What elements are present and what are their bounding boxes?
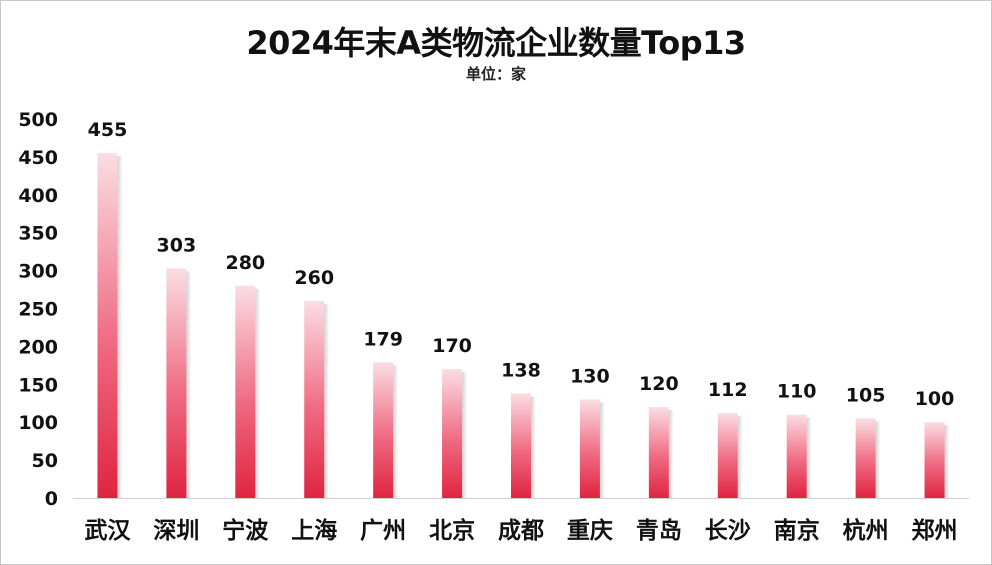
x-tick-label: 郑州 [912, 518, 958, 544]
bar [786, 414, 807, 498]
data-label: 105 [846, 384, 886, 406]
bar-shadow [255, 288, 261, 498]
bar-shadow [531, 396, 536, 498]
data-label: 455 [88, 119, 128, 141]
data-label: 179 [363, 328, 403, 350]
x-tick-label: 武汉 [84, 518, 131, 544]
x-tick-label: 北京 [429, 517, 475, 544]
y-tick-label: 0 [45, 488, 58, 510]
bar [511, 393, 531, 498]
x-tick-label: 广州 [360, 517, 406, 544]
x-tick-label: 上海 [291, 517, 337, 544]
data-label: 260 [294, 267, 334, 289]
data-label: 303 [157, 234, 197, 256]
bar [166, 268, 187, 498]
x-tick-label: 长沙 [705, 518, 751, 544]
bar-shadow [393, 365, 399, 498]
bar-shadow [668, 410, 674, 498]
x-tick-label: 深圳 [153, 518, 199, 544]
bar-shadow [117, 156, 123, 499]
y-tick-label: 150 [18, 374, 58, 396]
y-tick-label: 200 [18, 336, 58, 358]
x-axis-labels: 武汉 深圳 宁波 上海 广州 北京 成都 重庆 青岛 长沙 南京 杭州 郑州 [84, 517, 957, 544]
bar-shadow [944, 425, 950, 498]
data-label: 130 [570, 365, 610, 387]
y-axis: 0 50 100 150 200 250 300 350 400 450 500 [18, 109, 58, 510]
data-label: 280 [225, 252, 265, 274]
bar [579, 399, 600, 498]
chart-subtitle: 单位：家 [465, 65, 526, 83]
bar-shadow [599, 402, 605, 498]
bars: 455 303 280 260 179 170 138 130 120 112 110 105 100 [88, 119, 955, 499]
bar [855, 418, 876, 498]
x-tick-label: 成都 [498, 518, 544, 544]
y-tick-label: 250 [18, 299, 58, 321]
y-tick-label: 400 [18, 185, 58, 207]
y-tick-label: 50 [32, 450, 58, 472]
x-tick-label: 杭州 [843, 517, 889, 544]
x-tick-label: 南京 [774, 517, 820, 544]
y-tick-label: 300 [18, 261, 58, 283]
bar-shadow [324, 303, 330, 498]
bar [442, 369, 463, 498]
x-tick-label: 青岛 [636, 517, 682, 544]
y-tick-label: 500 [18, 109, 58, 131]
data-label: 112 [708, 379, 748, 401]
bar [373, 362, 394, 498]
bar [924, 422, 945, 498]
x-tick-label: 重庆 [567, 517, 613, 544]
x-tick-label: 宁波 [222, 517, 269, 544]
bar-shadow [186, 271, 192, 498]
chart-title: 2024年末A类物流企业数量Top13 [246, 24, 746, 62]
bar [235, 285, 256, 498]
data-label: 170 [432, 335, 472, 357]
data-label: 138 [501, 359, 541, 381]
y-tick-label: 450 [18, 147, 58, 169]
bar [717, 413, 738, 498]
bar [97, 153, 118, 499]
bar [304, 300, 325, 498]
bar-shadow [737, 416, 743, 498]
bar-shadow [875, 421, 881, 498]
data-label: 110 [777, 381, 817, 403]
y-tick-label: 350 [18, 223, 58, 245]
bar-shadow [462, 372, 468, 498]
bar-shadow [806, 417, 812, 498]
bar [648, 407, 669, 498]
data-label: 100 [915, 388, 955, 410]
y-tick-label: 100 [18, 412, 58, 434]
data-label: 120 [639, 373, 679, 395]
